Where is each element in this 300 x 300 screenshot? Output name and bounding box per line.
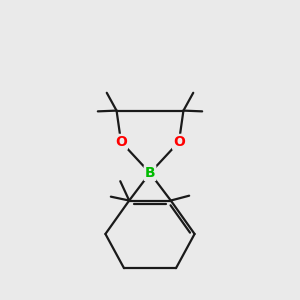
- Text: B: B: [145, 166, 155, 180]
- Text: O: O: [115, 135, 127, 149]
- Text: O: O: [173, 135, 185, 149]
